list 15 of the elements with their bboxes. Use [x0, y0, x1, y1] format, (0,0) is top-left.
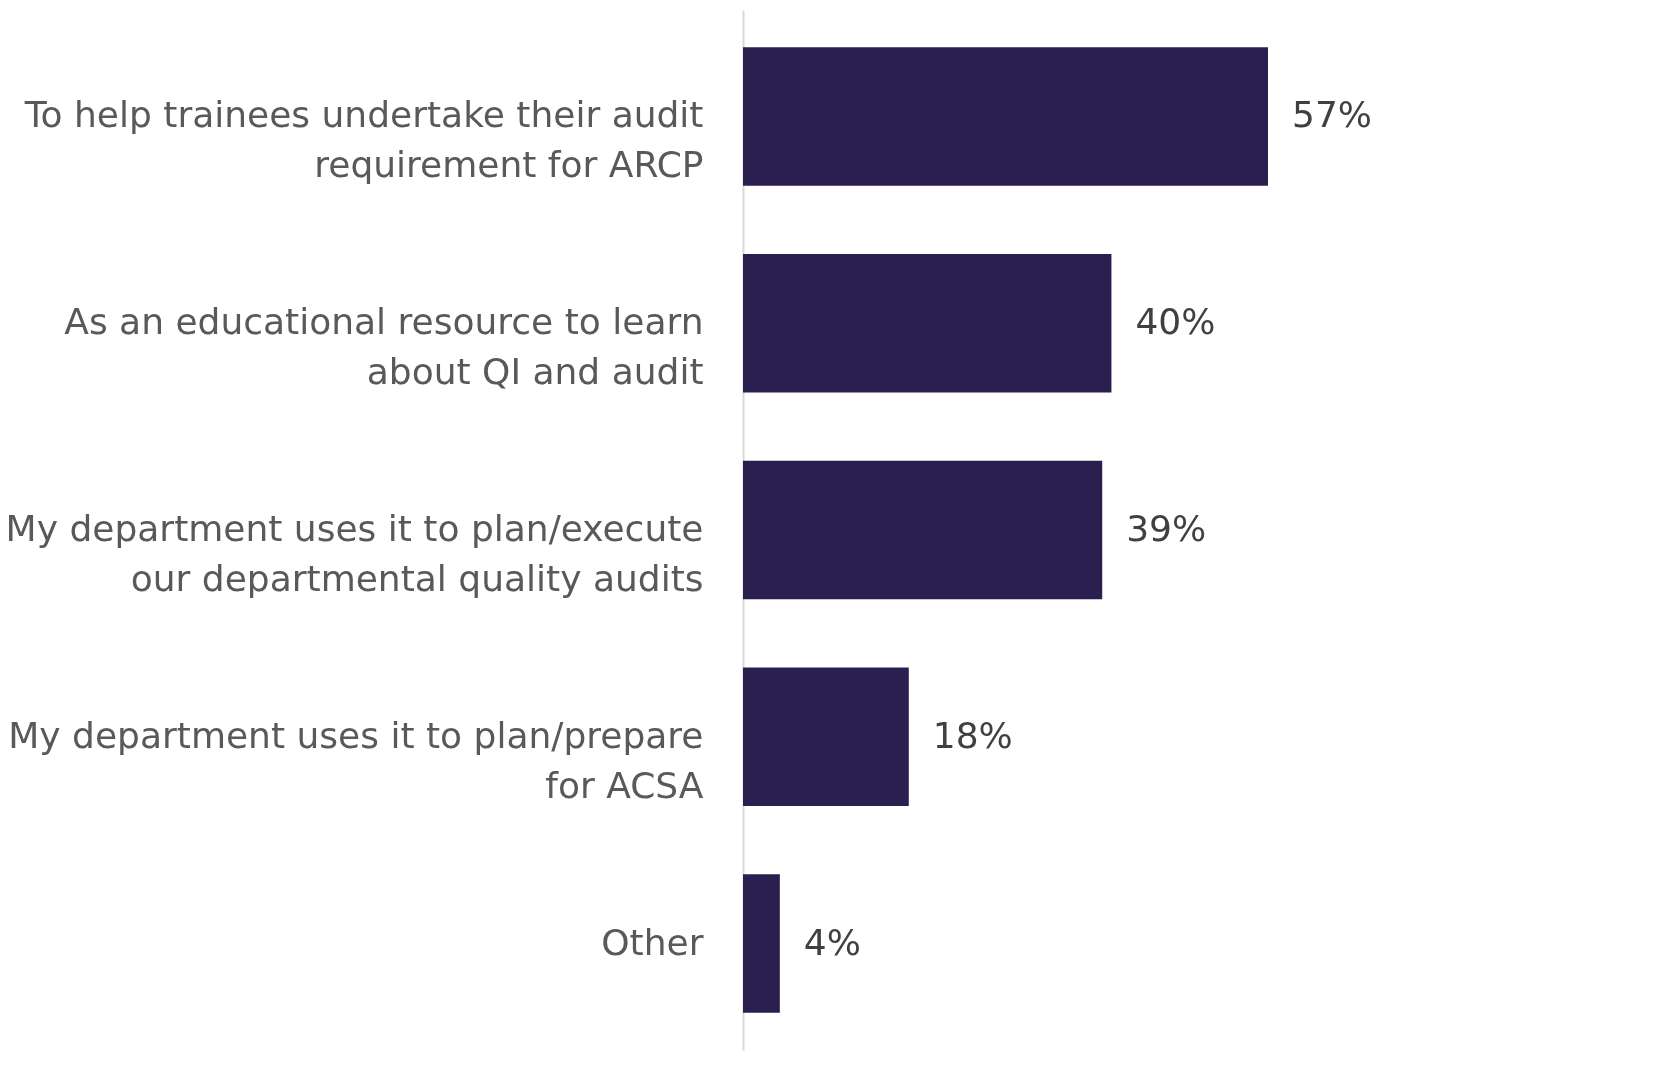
data-label: 57%	[1292, 94, 1373, 136]
y-tick-label: As an educational resource to learn about QI and audit	[64, 301, 704, 393]
bar	[743, 47, 1268, 186]
y-tick-label: Other	[601, 921, 704, 963]
bar	[743, 667, 909, 807]
bar	[743, 253, 1112, 393]
y-tick-label: My department uses it to plan/execute our departmental quality audits	[5, 508, 704, 599]
data-label: 39%	[1126, 508, 1207, 549]
data-label: 18%	[932, 714, 1013, 756]
bar	[743, 460, 1103, 600]
data-label: 4%	[803, 921, 861, 963]
y-tick-label: To help trainees undertake their audit requirement for ARCP	[23, 94, 704, 186]
bar	[743, 874, 780, 1013]
data-label: 40%	[1135, 301, 1216, 343]
y-tick-label: My department uses it to plan/prepare for ACSA	[8, 714, 704, 806]
